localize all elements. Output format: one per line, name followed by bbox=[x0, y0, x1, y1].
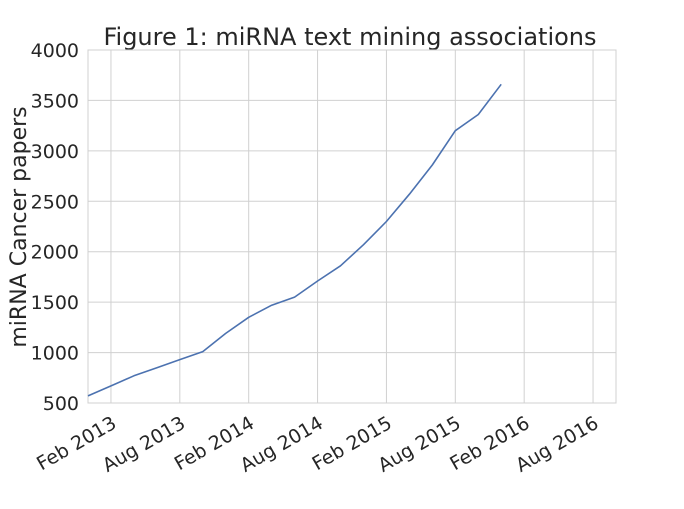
y-axis-label: miRNA Cancer papers bbox=[7, 106, 32, 347]
series-line bbox=[87, 83, 502, 397]
y-axis-ticks: 500 1000 1500 2000 2500 3000 3500 4000 bbox=[31, 40, 79, 415]
y-tick-label: 4000 bbox=[31, 40, 79, 62]
y-tick-label: 500 bbox=[43, 393, 79, 415]
y-tick-label: 3000 bbox=[31, 141, 79, 163]
y-tick-label: 1500 bbox=[31, 292, 79, 314]
series-layer bbox=[87, 83, 502, 397]
y-tick-label: 1000 bbox=[31, 343, 79, 365]
chart-title: Figure 1: miRNA text mining associations bbox=[103, 23, 596, 51]
grid bbox=[88, 49, 616, 404]
plot-frame bbox=[87, 49, 617, 404]
y-tick-label: 2000 bbox=[31, 242, 79, 264]
y-tick-label: 3500 bbox=[31, 90, 79, 112]
y-tick-label: 2500 bbox=[31, 191, 79, 213]
